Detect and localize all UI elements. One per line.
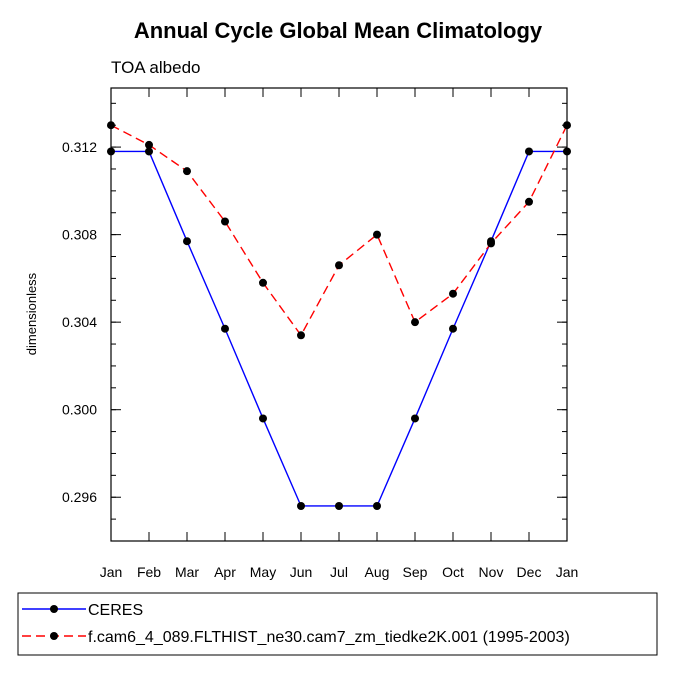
- data-point-series-2: [411, 318, 419, 327]
- series-line-2: [110, 124, 568, 337]
- data-point-series-1: [297, 501, 305, 510]
- plot-area: Jan Feb Mar Apr May Jun Jul Aug Sep Oct Nov Dec Jan 0…: [62, 87, 579, 580]
- x-tick-label: Feb: [137, 564, 161, 580]
- data-point-series-2: [297, 331, 305, 340]
- data-point-series-2: [259, 278, 267, 287]
- y-tick-label: 0.312: [62, 139, 97, 155]
- data-point-series-2: [107, 121, 115, 130]
- x-tick-label: May: [250, 564, 276, 580]
- x-tick-label: Jan: [556, 564, 579, 580]
- data-point-series-1: [411, 414, 419, 423]
- y-axis-label: dimensionless: [24, 272, 39, 355]
- data-point-series-1: [335, 501, 343, 510]
- data-point-series-2: [183, 167, 191, 176]
- x-tick-label: Apr: [214, 564, 236, 580]
- series-line-1: [111, 150, 567, 507]
- x-tick-label: Mar: [175, 564, 199, 580]
- y-tick-label: 0.296: [62, 489, 97, 505]
- chart-title: Annual Cycle Global Mean Climatology: [134, 18, 543, 43]
- legend: CERES f.cam6_4_089.FLTHIST_ne30.cam7_zm_t…: [17, 592, 658, 656]
- x-tick-label: Jan: [100, 564, 123, 580]
- data-point-series-1: [145, 147, 153, 156]
- data-point-series-1: [221, 324, 229, 333]
- x-tick-label: Jul: [330, 564, 348, 580]
- data-point-series-2: [145, 140, 153, 149]
- x-tick-label: Nov: [479, 564, 504, 580]
- x-tick-label: Oct: [442, 564, 464, 580]
- y-tick-label: 0.304: [62, 314, 97, 330]
- data-point-series-2: [221, 217, 229, 226]
- data-point-series-1: [373, 501, 381, 510]
- data-point-series-2: [563, 121, 571, 130]
- data-point-series-2: [335, 261, 343, 270]
- data-point-series-1: [259, 414, 267, 423]
- legend-label-1: CERES: [88, 602, 143, 619]
- data-point-series-1: [107, 147, 115, 156]
- x-tick-label: Aug: [365, 564, 390, 580]
- data-point-series-1: [525, 147, 533, 156]
- data-point-series-1: [449, 324, 457, 333]
- legend-marker-1: [50, 605, 58, 613]
- data-point-series-1: [183, 237, 191, 246]
- legend-label-2: f.cam6_4_089.FLTHIST_ne30.cam7_zm_tiedke…: [88, 629, 570, 646]
- plot-frame: [110, 87, 568, 542]
- data-point-series-2: [373, 230, 381, 239]
- y-tick-label: 0.308: [62, 227, 97, 243]
- legend-marker-2: [50, 632, 58, 640]
- data-point-series-2: [449, 289, 457, 298]
- data-point-series-2: [525, 197, 533, 206]
- x-tick-label: Dec: [517, 564, 542, 580]
- data-point-series-2: [487, 239, 495, 248]
- data-point-series-1: [563, 147, 571, 156]
- chart-subtitle: TOA albedo: [111, 58, 200, 77]
- y-tick-label: 0.300: [62, 402, 97, 418]
- x-tick-label: Sep: [403, 564, 428, 580]
- legend-box: [17, 592, 658, 656]
- x-tick-label: Jun: [290, 564, 313, 580]
